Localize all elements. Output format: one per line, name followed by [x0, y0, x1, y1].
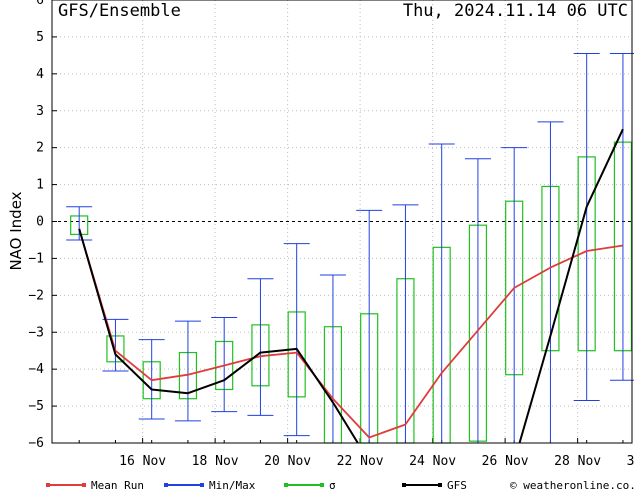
min-max-whiskers	[66, 53, 634, 443]
x-tick-label: 20 Nov	[264, 454, 311, 469]
legend: Mean Run Min/Max σ GFS	[46, 479, 467, 492]
legend-marker-minmax	[200, 483, 204, 487]
legend-marker-gfs	[402, 483, 406, 487]
legend-label-sigma: σ	[329, 479, 336, 490]
x-tick-label: 26 Nov	[482, 454, 529, 469]
y-tick-label: 4	[36, 67, 44, 82]
legend-marker-sigma	[320, 483, 324, 487]
x-tick-label: 18 Nov	[192, 454, 239, 469]
y-tick-label: 2	[36, 141, 44, 156]
y-tick-label: 6	[36, 0, 44, 8]
x-tick-label: 30 Nov	[627, 454, 634, 469]
y-tick-label: 0	[36, 215, 44, 230]
legend-label-gfs: GFS	[447, 479, 467, 490]
series-line-mean-run	[78, 228, 624, 439]
y-tick-label: −1	[28, 251, 44, 266]
grid	[52, 0, 632, 443]
legend-marker-mean	[46, 483, 50, 487]
legend-marker-mean	[82, 483, 86, 487]
y-tick-label: 1	[36, 178, 44, 193]
footer-credit: © weatheronline.co.uk	[510, 479, 634, 490]
y-tick-label: 3	[36, 104, 44, 119]
axes: −6 −5 −4 −3 −2 −1 0 1 2 3 4 5 6 16 Nov 18 Nov 20 Nov 22 …	[28, 0, 634, 469]
x-tick-label: 24 Nov	[409, 454, 456, 469]
legend-label-mean: Mean Run	[91, 479, 144, 490]
plot-border	[51, 0, 633, 444]
y-axis-label: NAO Index	[7, 191, 25, 270]
series-line-gfs	[78, 128, 624, 443]
y-tick-label: 5	[36, 30, 44, 45]
y-tick-label: −6	[28, 436, 44, 451]
legend-marker-gfs	[438, 483, 442, 487]
y-tick-label: −2	[28, 288, 44, 303]
legend-marker-sigma	[284, 483, 288, 487]
run-datetime: Thu, 2024.11.14 06 UTC	[403, 1, 628, 21]
chart-title: GFS/Ensemble	[58, 1, 181, 21]
x-tick-label: 22 Nov	[337, 454, 384, 469]
x-tick-label: 16 Nov	[119, 454, 166, 469]
plot-frame	[51, 0, 633, 444]
x-tick-label: 28 Nov	[554, 454, 601, 469]
series-lines	[78, 128, 624, 443]
y-tick-label: −4	[28, 362, 44, 377]
y-tick-label: −3	[28, 325, 44, 340]
y-tick-label: −5	[28, 399, 44, 414]
legend-label-minmax: Min/Max	[209, 479, 256, 490]
legend-marker-minmax	[164, 483, 168, 487]
sigma-boxes	[70, 141, 633, 444]
